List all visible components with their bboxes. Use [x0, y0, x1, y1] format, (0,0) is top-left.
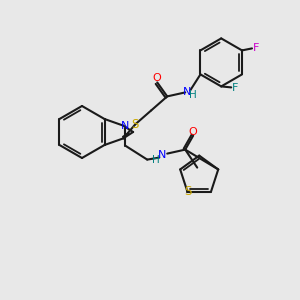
Text: O: O: [189, 127, 198, 136]
Text: F: F: [253, 44, 259, 53]
Text: O: O: [153, 74, 162, 83]
Text: F: F: [232, 83, 238, 93]
Text: N: N: [158, 150, 166, 160]
Text: N: N: [183, 87, 191, 98]
Text: N: N: [121, 121, 129, 130]
Text: S: S: [131, 118, 139, 131]
Text: S: S: [184, 185, 191, 198]
Text: H: H: [189, 90, 197, 100]
Text: H: H: [152, 154, 160, 165]
